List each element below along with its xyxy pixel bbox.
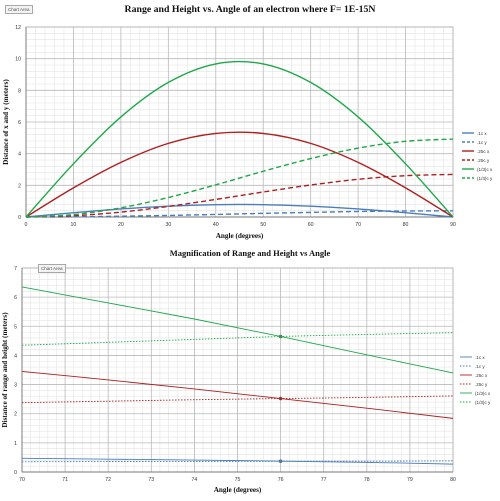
x-tick-label: 60 [308,222,314,228]
y-tick-label: 3 [14,383,17,389]
x-tick-label: 10 [71,222,77,228]
y-tick-label: 7 [14,266,17,272]
x-tick-label: 79 [407,477,413,483]
series-line-6 [25,138,454,218]
x-tick-label: 30 [165,222,171,228]
legend-label: .25c y [475,382,488,387]
legend-label: (1/3)c y [475,400,491,405]
series-line-5 [21,286,454,374]
x-tick-label: 70 [355,222,361,228]
y-tick-label: 0 [14,470,17,476]
x-tick-label: 76 [278,477,284,483]
series-line-3 [25,131,454,218]
y-tick-label: 2 [14,412,17,418]
x-tick-label: 0 [25,222,28,228]
chart-title: Range and Height vs. Angle of an electro… [125,4,376,15]
y-tick-label: 6 [18,120,21,126]
x-tick-label: 74 [192,477,198,483]
y-tick-label: 4 [14,353,17,359]
y-tick-label: 8 [18,88,21,94]
x-tick-label: 78 [364,477,370,483]
x-tick-label: 77 [321,477,327,483]
legend-label: .1c x [475,355,485,360]
x-tick-label: 40 [213,222,219,228]
legend-label: .25c x [477,149,490,154]
legend-label: .25c x [475,373,488,378]
x-tick-label: 71 [62,477,68,483]
data-point-marker [278,396,283,401]
x-tick-label: 73 [148,477,154,483]
y-axis-title: Distance of x and y (meters) [2,79,10,165]
legend-label: (1/3)c x [475,391,491,396]
chart-area-button-top[interactable]: Chart Area [5,5,33,14]
legend-label: .1c y [477,140,487,145]
x-tick-label: 20 [118,222,124,228]
x-tick-label: 70 [19,477,25,483]
y-tick-label: 4 [18,152,21,158]
series-line-3 [21,371,454,419]
x-tick-label: 80 [403,222,409,228]
x-tick-label: 75 [235,477,241,483]
y-tick-label: 2 [18,183,21,189]
y-tick-label: 1 [14,441,17,447]
legend-label: .1c x [477,131,487,136]
x-tick-label: 90 [450,222,456,228]
x-tick-label: 50 [260,222,266,228]
data-point-marker [278,334,283,339]
chart-2: 70 71 72 73 74 75 76 77 78 79 80 0 1 2 3 4 5 6 7 Magnificat… [1,248,491,494]
legend-label: (1/3)c x [477,167,493,172]
legend-label: .1c y [475,364,485,369]
legend-label: (1/3)c y [477,176,493,181]
y-axis-title: Distance of range and height (meters) [1,312,9,428]
series-line-1 [21,457,454,465]
data-point-marker [278,459,283,464]
x-axis-title: Angle (degrees) [214,486,262,494]
x-tick-label: 80 [450,477,456,483]
y-tick-label: 0 [18,215,21,221]
y-tick-label: 5 [14,324,17,330]
x-axis-title: Angle (degrees) [216,232,264,240]
chart-area-button-bottom[interactable]: Chart Area [38,264,66,273]
x-tick-label: 72 [105,477,111,483]
y-tick-label: 12 [15,25,21,31]
legend-label: .25c y [477,158,490,163]
y-tick-label: 10 [15,57,21,63]
series-line-2 [25,210,454,218]
series-line-6 [21,332,454,346]
chart-title: Magnification of Range and Height vs Ang… [170,248,331,258]
chart-1: 0 10 20 30 40 50 60 70 80 90 0 2 4 6 8 10 12 Range and He… [2,4,493,240]
y-tick-label: 6 [14,295,17,301]
